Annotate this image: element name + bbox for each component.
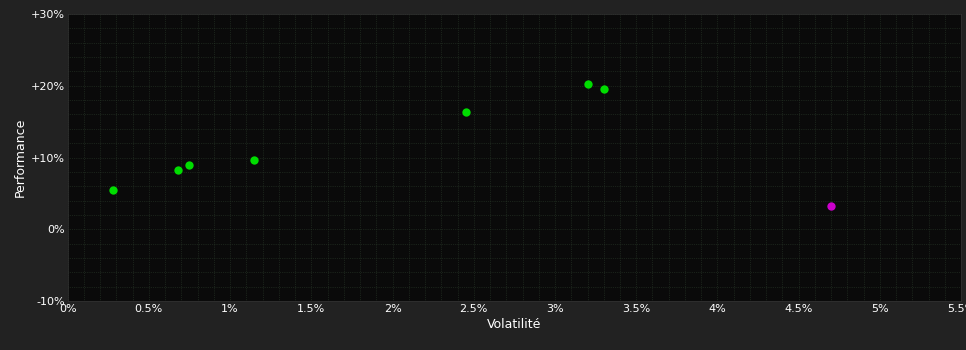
- Point: [596, 86, 611, 92]
- Point: [458, 110, 473, 115]
- Point: [823, 203, 838, 209]
- Y-axis label: Performance: Performance: [14, 118, 26, 197]
- Point: [182, 162, 197, 168]
- Point: [170, 168, 185, 173]
- Point: [246, 157, 262, 162]
- Point: [580, 82, 595, 87]
- X-axis label: Volatilité: Volatilité: [487, 318, 542, 331]
- Point: [105, 187, 121, 192]
